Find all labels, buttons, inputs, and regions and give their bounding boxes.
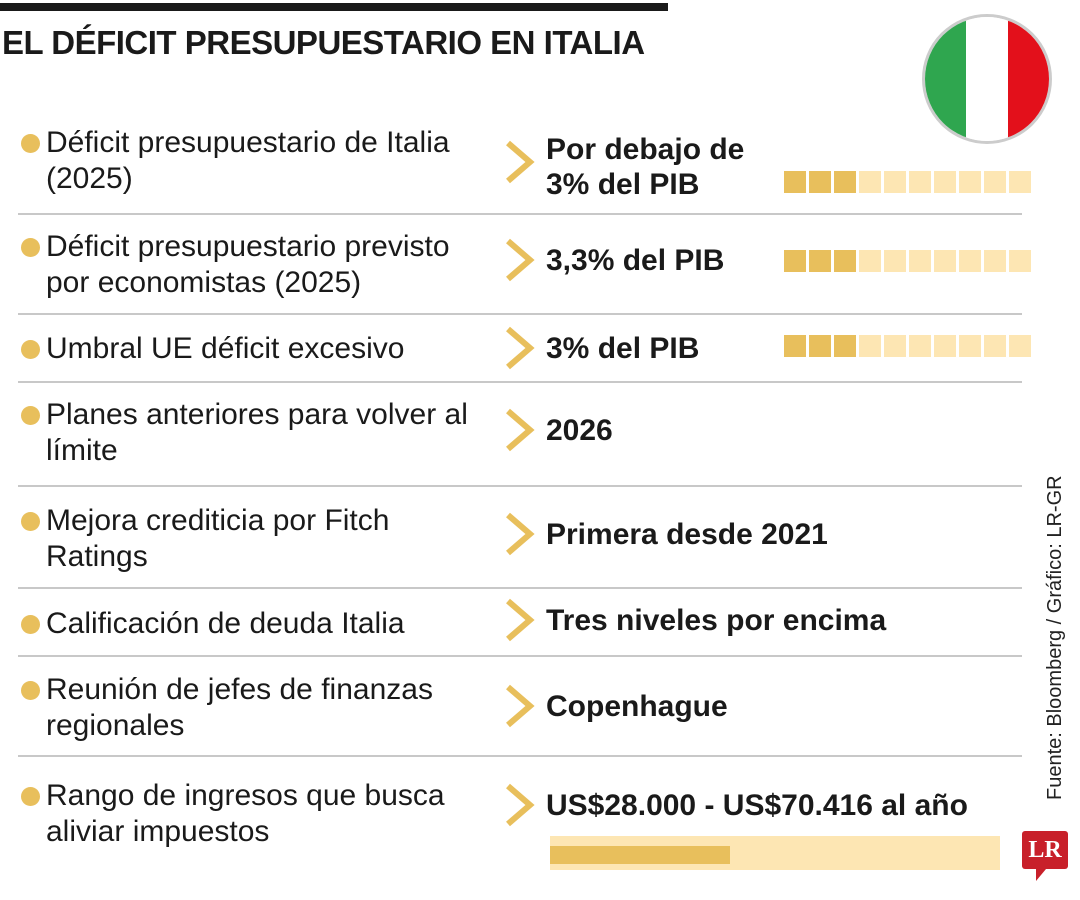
row-label: Umbral UE déficit excesivo [46,332,405,365]
square-empty [1009,171,1031,193]
square-empty [909,250,931,272]
chevron-right-icon [506,140,535,184]
page-title: EL DÉFICIT PRESUPUESTARIO EN ITALIA [2,24,645,61]
bullet-icon [21,340,40,359]
row-value: Por debajo de 3% del PIB [546,133,745,201]
chevron-right-icon [506,326,535,370]
row-label: Rango de ingresos que busca aliviar impu… [46,779,445,848]
row-value: Primera desde 2021 [546,518,828,551]
square-empty [959,335,981,357]
square-filled [834,171,856,193]
square-empty [859,250,881,272]
square-filled [834,250,856,272]
source-note: Fuente: Bloomberg / Gráfico: LR-GR [1044,475,1066,800]
row-value: US$28.000 - US$70.416 al año [546,789,968,822]
bullet-icon [21,238,40,257]
square-empty [884,250,906,272]
row-divider [18,381,1022,383]
square-filled [784,250,806,272]
square-empty [934,335,956,357]
square-scale [784,335,1031,357]
square-empty [984,171,1006,193]
square-filled [809,171,831,193]
square-empty [934,171,956,193]
square-empty [884,335,906,357]
square-empty [1009,250,1031,272]
chevron-right-icon [506,238,535,282]
bullet-icon [21,134,40,153]
row-divider [18,587,1022,589]
row-value: 3,3% del PIB [546,244,725,277]
row-value: Tres niveles por encima [546,604,887,637]
row-value: 3% del PIB [546,332,700,365]
chevron-right-icon [506,783,535,827]
row-divider [18,655,1022,657]
top-rule [0,3,668,11]
chevron-right-icon [506,512,535,556]
chevron-right-icon [506,408,535,452]
square-filled [784,335,806,357]
square-filled [809,250,831,272]
square-empty [959,171,981,193]
bullet-icon [21,787,40,806]
square-filled [834,335,856,357]
row-label: Reunión de jefes de finanzas regionales [46,673,433,742]
square-empty [909,335,931,357]
square-empty [909,171,931,193]
square-empty [984,250,1006,272]
row-divider [18,485,1022,487]
square-empty [859,335,881,357]
bullet-icon [21,681,40,700]
square-empty [934,250,956,272]
row-label: Déficit presupuestario de Italia (2025) [46,126,450,195]
row-label: Planes anteriores para volver al límite [46,398,468,467]
square-filled [809,335,831,357]
italy-flag-icon [922,14,1052,144]
square-empty [884,171,906,193]
row-value: Copenhague [546,690,728,723]
income-range-bar-fill [550,846,730,864]
row-label: Mejora crediticia por Fitch Ratings [46,504,390,573]
bullet-icon [21,615,40,634]
square-scale [784,171,1031,193]
square-empty [984,335,1006,357]
chevron-right-icon [506,684,535,728]
square-empty [959,250,981,272]
row-label: Calificación de deuda Italia [46,607,405,640]
row-value: 2026 [546,414,613,447]
square-empty [1009,335,1031,357]
lr-logo: LR [1022,831,1068,881]
row-label: Déficit presupuestario previsto por econ… [46,230,450,299]
row-divider [18,755,1022,757]
row-divider [18,213,1022,215]
bullet-icon [21,512,40,531]
row-divider [18,313,1022,315]
square-scale [784,250,1031,272]
square-empty [859,171,881,193]
chevron-right-icon [506,598,535,642]
income-range-bar [550,836,1000,870]
square-filled [784,171,806,193]
bullet-icon [21,406,40,425]
